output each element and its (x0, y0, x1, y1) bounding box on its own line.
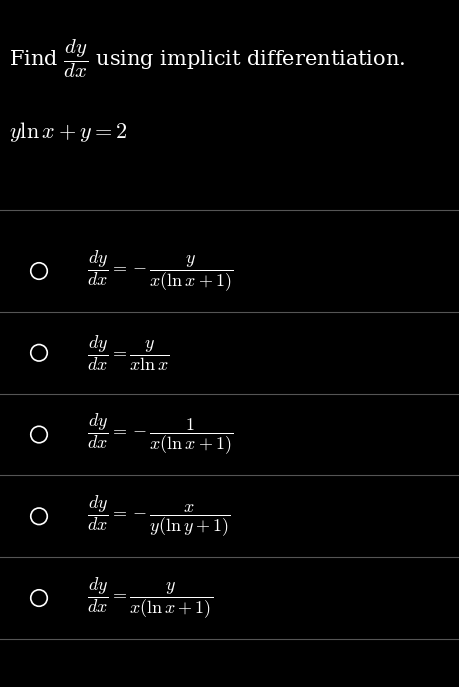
Text: $\dfrac{dy}{dx} = \dfrac{y}{x \ln x}$: $\dfrac{dy}{dx} = \dfrac{y}{x \ln x}$ (87, 333, 170, 372)
Text: $\dfrac{dy}{dx} = -\dfrac{1}{x(\ln x+1)}$: $\dfrac{dy}{dx} = -\dfrac{1}{x(\ln x+1)}… (87, 412, 234, 458)
Text: $\dfrac{dy}{dx} = -\dfrac{x}{y(\ln y+1)}$: $\dfrac{dy}{dx} = -\dfrac{x}{y(\ln y+1)}… (87, 493, 231, 539)
Text: $y\ln x + y = 2$: $y\ln x + y = 2$ (9, 120, 128, 144)
Text: $\dfrac{dy}{dx} = \dfrac{y}{x(\ln x+1)}$: $\dfrac{dy}{dx} = \dfrac{y}{x(\ln x+1)}$ (87, 575, 213, 621)
Text: $\dfrac{dy}{dx} = -\dfrac{y}{x(\ln x+1)}$: $\dfrac{dy}{dx} = -\dfrac{y}{x(\ln x+1)}… (87, 248, 234, 294)
Text: Find $\dfrac{dy}{dx}$ using implicit differentiation.: Find $\dfrac{dy}{dx}$ using implicit dif… (9, 38, 406, 80)
